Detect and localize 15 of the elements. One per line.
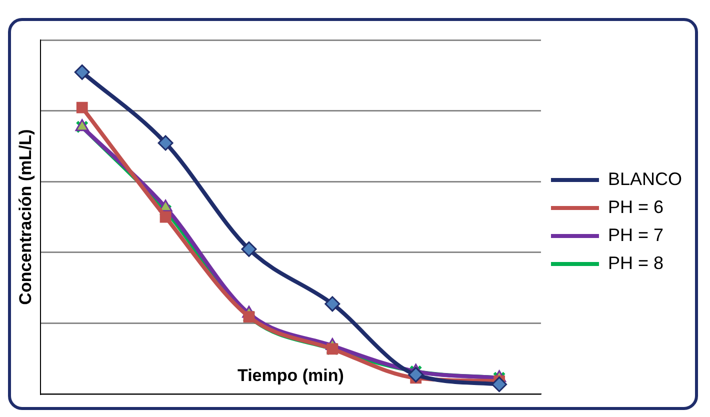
point — [76, 102, 88, 114]
point — [160, 211, 172, 223]
point — [74, 64, 90, 80]
x-axis-title: Tiempo (min) — [237, 366, 344, 385]
point — [492, 376, 508, 392]
legend-label: PH = 6 — [608, 196, 664, 217]
legend-label: PH = 7 — [608, 224, 664, 245]
legend-label: PH = 8 — [608, 252, 664, 273]
point — [241, 241, 257, 257]
point — [158, 200, 172, 212]
point — [408, 366, 424, 382]
point — [324, 296, 340, 312]
point — [158, 135, 174, 151]
y-axis-title: Concentración (mL/L) — [16, 129, 35, 305]
legend-label: BLANCO — [608, 168, 682, 189]
